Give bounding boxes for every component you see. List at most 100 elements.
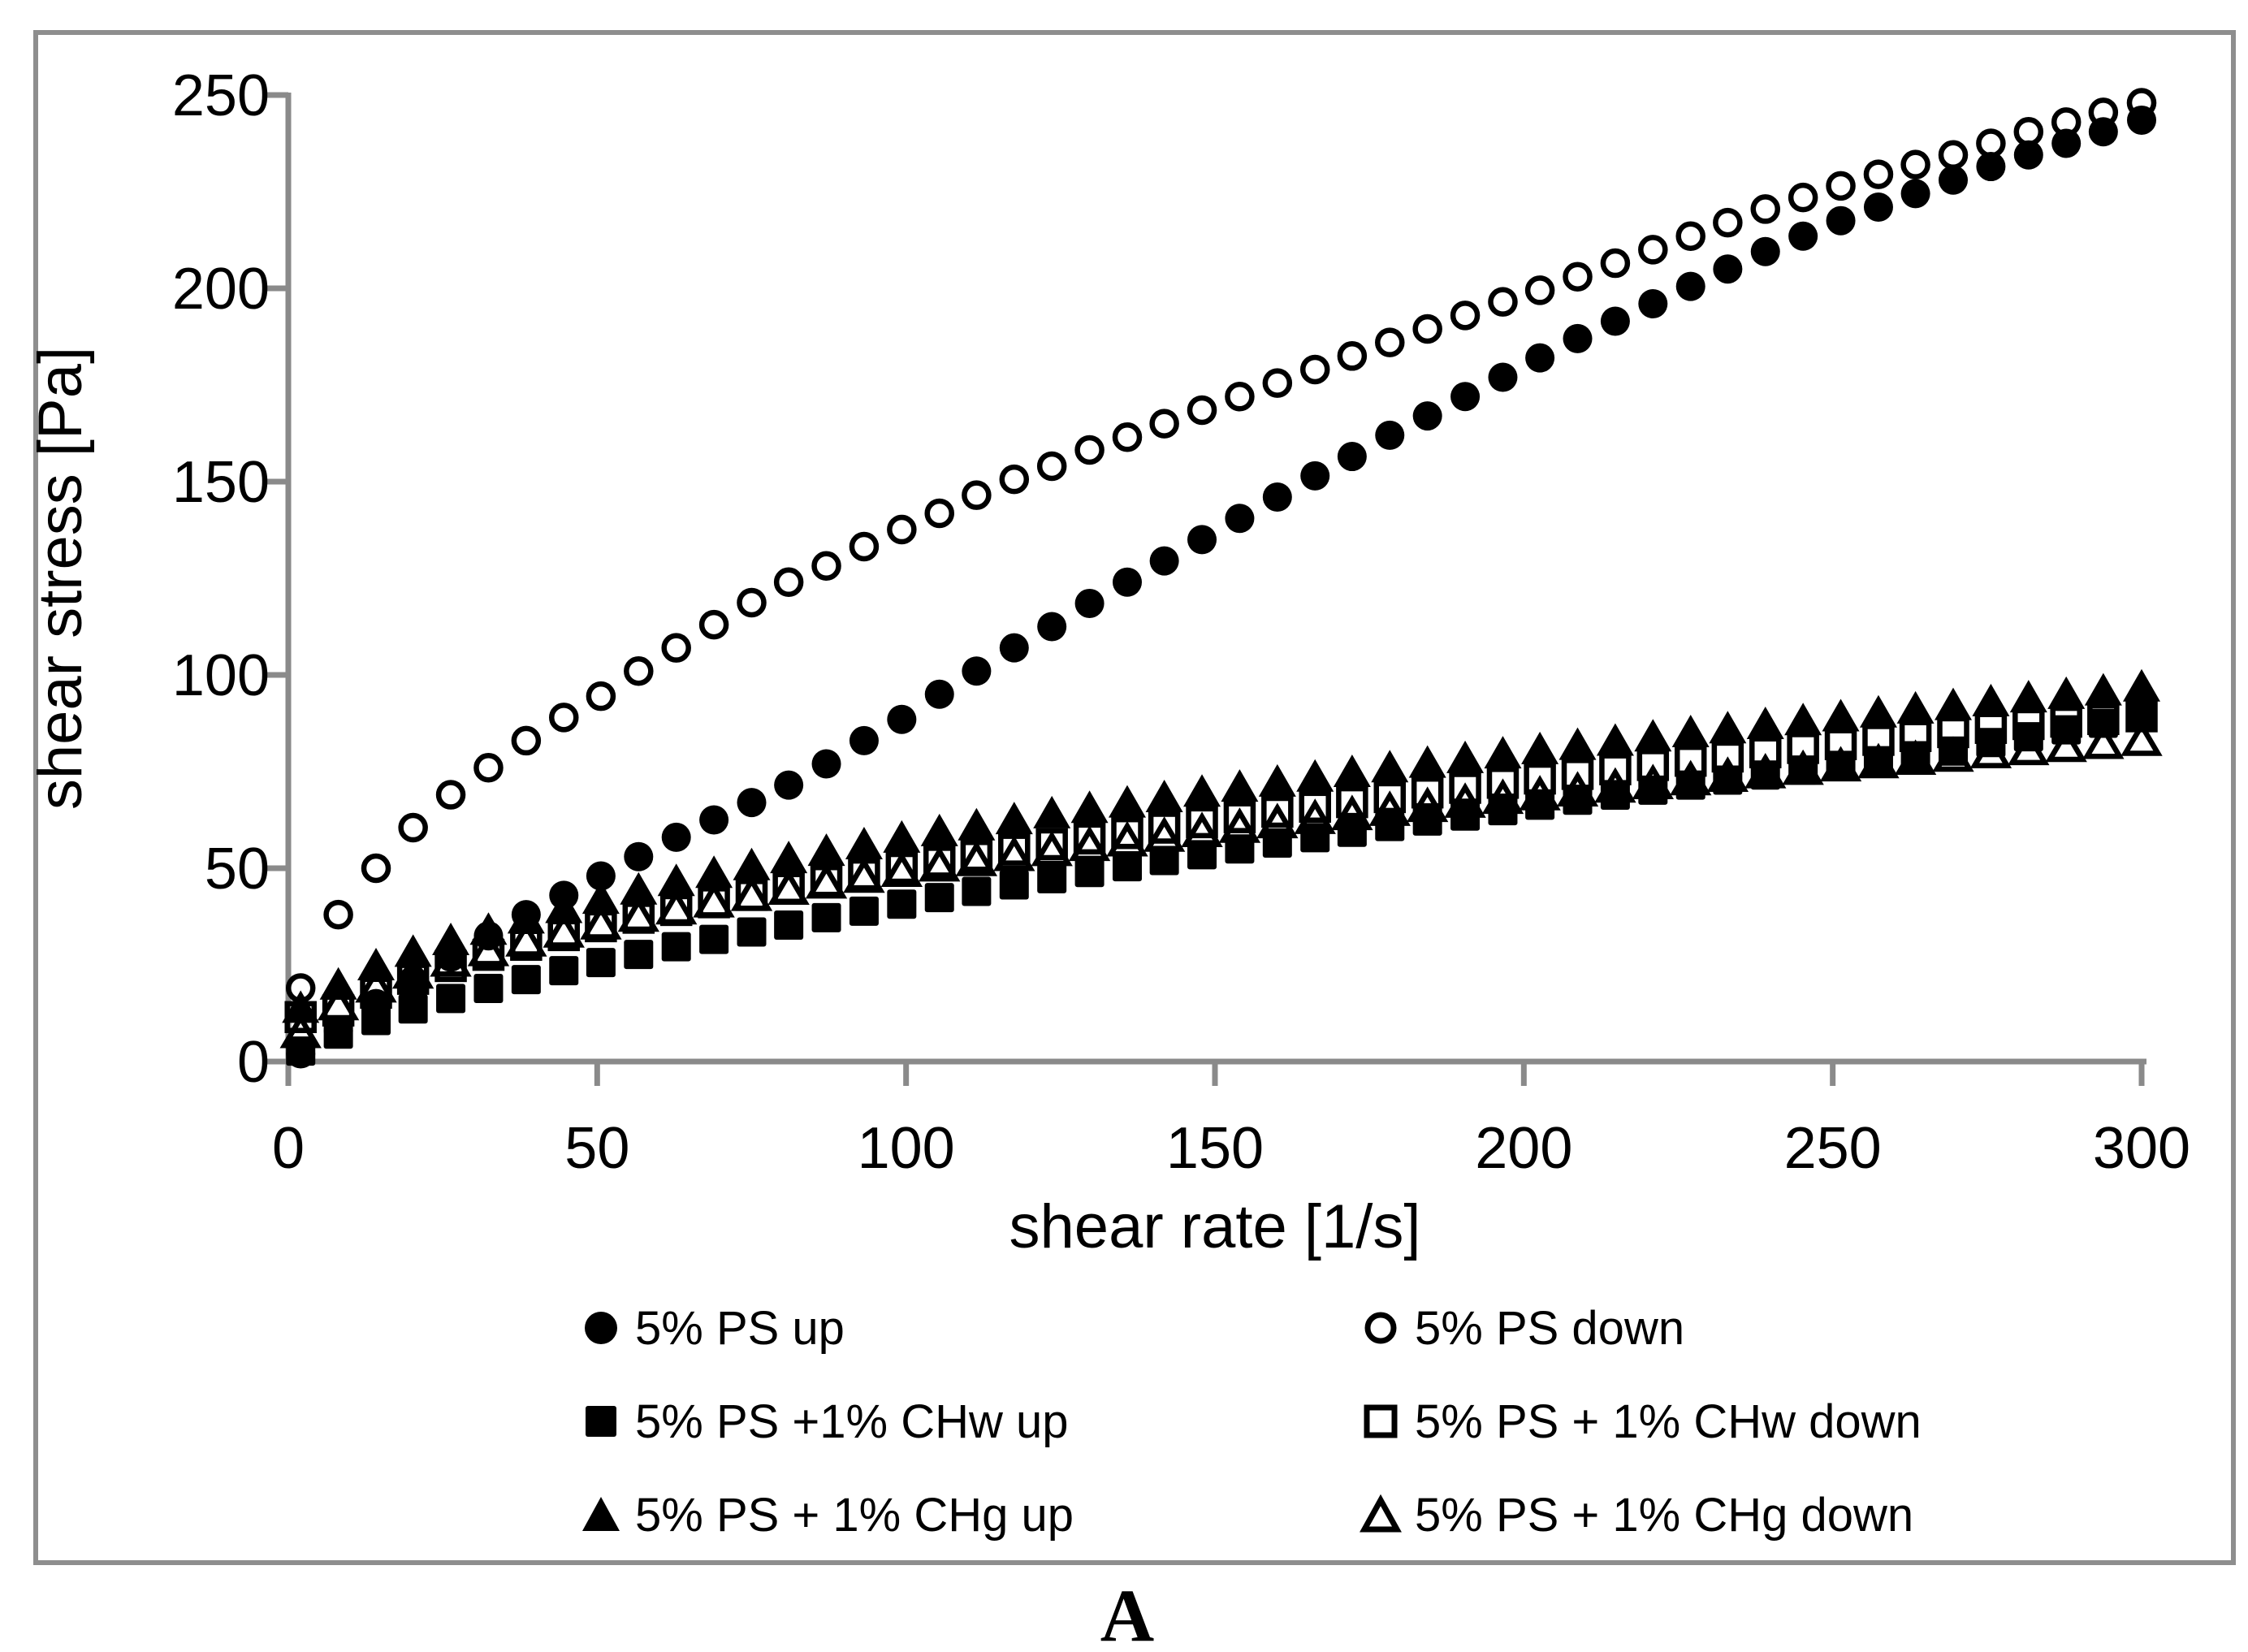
point-filled-circle bbox=[1450, 382, 1481, 412]
point-filled-circle bbox=[1976, 152, 2006, 182]
point-filled-circle bbox=[1412, 401, 1442, 431]
point-filled-circle bbox=[962, 656, 992, 686]
point-open-square bbox=[1561, 758, 1594, 790]
point-open-square bbox=[1299, 790, 1331, 824]
point-open-circle bbox=[1450, 301, 1481, 331]
point-open-circle bbox=[737, 587, 767, 618]
point-open-triangle bbox=[1181, 811, 1223, 848]
point-open-triangle bbox=[1632, 763, 1674, 800]
point-open-circle bbox=[1600, 248, 1631, 279]
point-open-square bbox=[1336, 785, 1368, 819]
point-open-circle bbox=[1112, 422, 1143, 452]
point-open-triangle bbox=[317, 984, 360, 1021]
point-open-square bbox=[1148, 811, 1181, 844]
point-open-circle bbox=[1225, 382, 1255, 412]
y-tick-label: 150 bbox=[172, 450, 270, 515]
point-filled-triangle bbox=[1484, 736, 1522, 769]
point-open-square bbox=[1111, 816, 1143, 850]
point-open-square bbox=[1749, 736, 1782, 768]
point-filled-square bbox=[661, 932, 691, 962]
point-filled-square bbox=[286, 1036, 316, 1066]
point-filled-square bbox=[962, 876, 992, 906]
point-filled-square bbox=[1037, 863, 1067, 893]
point-filled-triangle bbox=[1183, 774, 1221, 807]
axes: 0 50 100 150 200 250 300 0 50 100 150 200 250 bbox=[172, 63, 2190, 1181]
point-filled-triangle bbox=[319, 967, 357, 1000]
legend-open-square-icon bbox=[1364, 1404, 1398, 1438]
point-open-square bbox=[1599, 753, 1632, 785]
point-open-square bbox=[1373, 781, 1407, 814]
series-5-ps-1-chg-down bbox=[279, 720, 2163, 1049]
point-open-triangle bbox=[2045, 726, 2087, 763]
legend-label-chg-down: 5% PS + 1% CHg down bbox=[1415, 1489, 1913, 1542]
point-filled-square bbox=[849, 896, 879, 926]
series-layer bbox=[279, 88, 2163, 1069]
point-filled-triangle bbox=[1558, 727, 1597, 760]
point-filled-circle bbox=[1262, 482, 1292, 512]
point-filled-triangle bbox=[995, 802, 1033, 835]
point-filled-triangle bbox=[1596, 723, 1634, 756]
point-open-triangle bbox=[1368, 790, 1411, 826]
point-open-circle bbox=[1900, 149, 1930, 179]
series-5-ps-1-chg-up bbox=[282, 668, 2160, 1023]
point-filled-circle bbox=[1600, 306, 1630, 336]
point-open-triangle bbox=[1744, 753, 1787, 789]
point-filled-circle bbox=[774, 770, 804, 800]
y-tick-label: 50 bbox=[205, 837, 270, 902]
point-filled-square bbox=[586, 948, 616, 978]
point-open-triangle bbox=[1294, 798, 1336, 834]
point-open-square bbox=[1449, 772, 1481, 804]
point-open-triangle bbox=[1782, 749, 1824, 785]
point-filled-triangle bbox=[1221, 769, 1259, 802]
point-filled-triangle bbox=[1333, 755, 1371, 787]
point-filled-square bbox=[436, 984, 466, 1014]
point-open-triangle bbox=[805, 863, 848, 899]
point-open-triangle bbox=[919, 845, 961, 882]
point-filled-circle bbox=[1149, 546, 1179, 576]
point-filled-square bbox=[511, 965, 541, 995]
point-open-square bbox=[1711, 740, 1744, 773]
point-filled-triangle bbox=[1371, 750, 1409, 783]
point-filled-circle bbox=[1375, 420, 1405, 450]
point-filled-circle bbox=[1900, 179, 1930, 209]
point-open-triangle bbox=[1556, 771, 1599, 807]
point-filled-circle bbox=[1675, 271, 1705, 301]
point-filled-square bbox=[473, 974, 504, 1004]
point-filled-triangle bbox=[394, 934, 432, 967]
point-open-circle bbox=[511, 725, 542, 756]
point-filled-triangle bbox=[807, 833, 845, 867]
point-open-circle bbox=[773, 567, 804, 598]
x-tick-label: 300 bbox=[2093, 1116, 2190, 1181]
point-filled-circle bbox=[811, 749, 841, 779]
point-filled-circle bbox=[661, 822, 691, 852]
point-filled-triangle bbox=[581, 881, 620, 915]
point-open-square bbox=[1862, 724, 1895, 756]
point-filled-circle bbox=[2051, 128, 2082, 158]
point-filled-triangle bbox=[920, 813, 958, 846]
point-open-triangle bbox=[1481, 778, 1524, 815]
point-open-circle bbox=[1675, 221, 1705, 251]
point-filled-triangle bbox=[1446, 740, 1485, 773]
point-open-triangle bbox=[1932, 736, 1974, 772]
legend-open-triangle-icon bbox=[1360, 1494, 1402, 1533]
point-open-triangle bbox=[2008, 729, 2050, 766]
point-filled-circle bbox=[624, 841, 654, 871]
point-filled-triangle bbox=[1822, 698, 1860, 732]
legend-label-chw-up: 5% PS +1% CHw up bbox=[635, 1395, 1069, 1448]
point-open-triangle bbox=[355, 967, 397, 1003]
point-open-triangle bbox=[1594, 767, 1636, 803]
point-filled-circle bbox=[1750, 236, 1780, 266]
point-open-circle bbox=[1638, 235, 1668, 265]
point-open-circle bbox=[1036, 451, 1067, 482]
point-open-triangle bbox=[1857, 742, 1900, 779]
point-open-square bbox=[1073, 822, 1106, 855]
point-filled-triangle bbox=[1296, 759, 1334, 792]
point-open-circle bbox=[811, 551, 841, 582]
point-open-triangle bbox=[1519, 775, 1561, 811]
point-filled-circle bbox=[1074, 588, 1105, 618]
point-filled-square bbox=[1375, 811, 1405, 841]
point-filled-square bbox=[1149, 845, 1179, 876]
point-filled-triangle bbox=[1709, 711, 1747, 744]
point-open-triangle bbox=[580, 904, 622, 940]
